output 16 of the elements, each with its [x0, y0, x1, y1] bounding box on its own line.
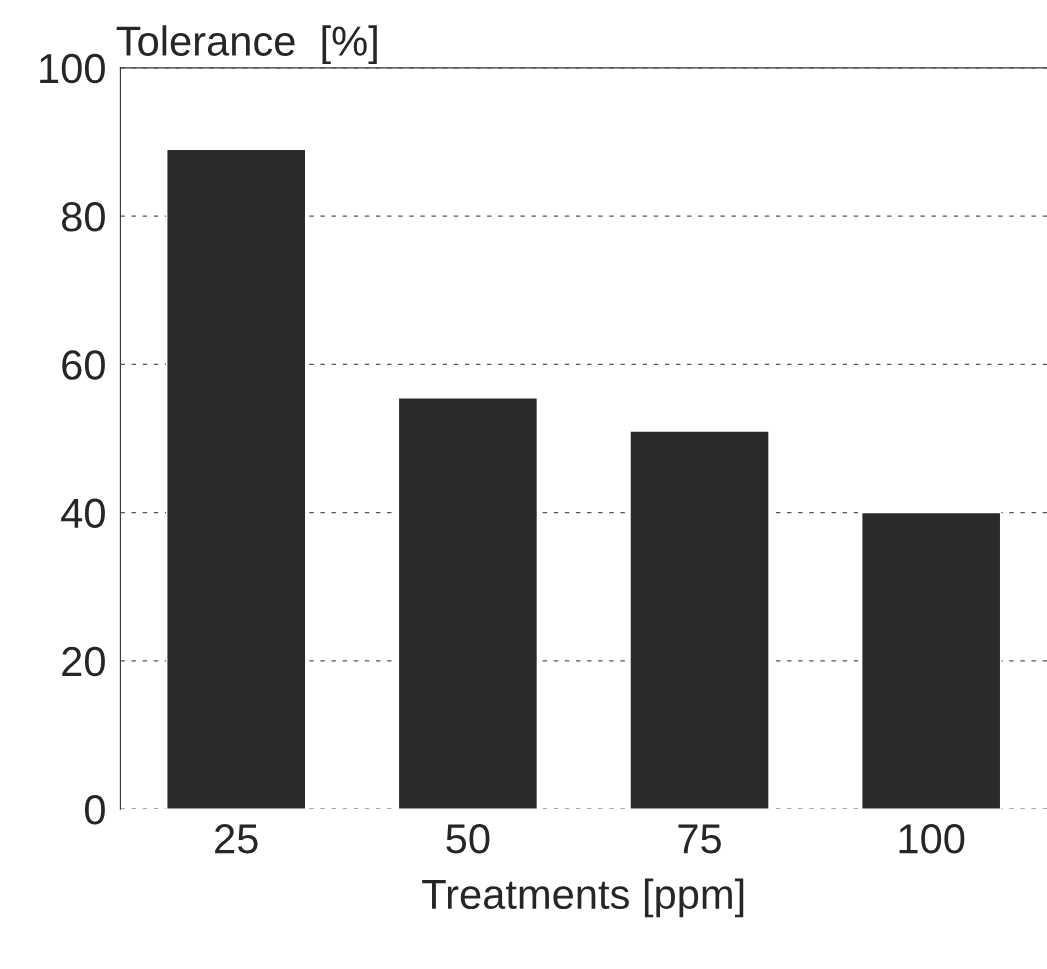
y-tick-label: 80 [61, 202, 105, 232]
bar [397, 397, 539, 810]
y-tick-label: 20 [62, 646, 105, 677]
y-axis-title: Tolerance [%] [116, 25, 377, 65]
bar [860, 511, 1002, 810]
x-tick-label: 100 [899, 824, 965, 854]
y-tick-label: 60 [62, 350, 105, 380]
x-tick-label: 75 [678, 824, 721, 854]
y-tick-label: 100 [40, 53, 105, 84]
bar [166, 148, 307, 810]
x-axis-title: Treatments [ppm] [422, 878, 744, 918]
y-tick-label: 0 [84, 795, 105, 825]
x-tick-label: 50 [446, 824, 490, 854]
x-tick-label: 25 [215, 824, 258, 854]
y-tick-label: 40 [61, 498, 105, 529]
bar [629, 430, 770, 810]
